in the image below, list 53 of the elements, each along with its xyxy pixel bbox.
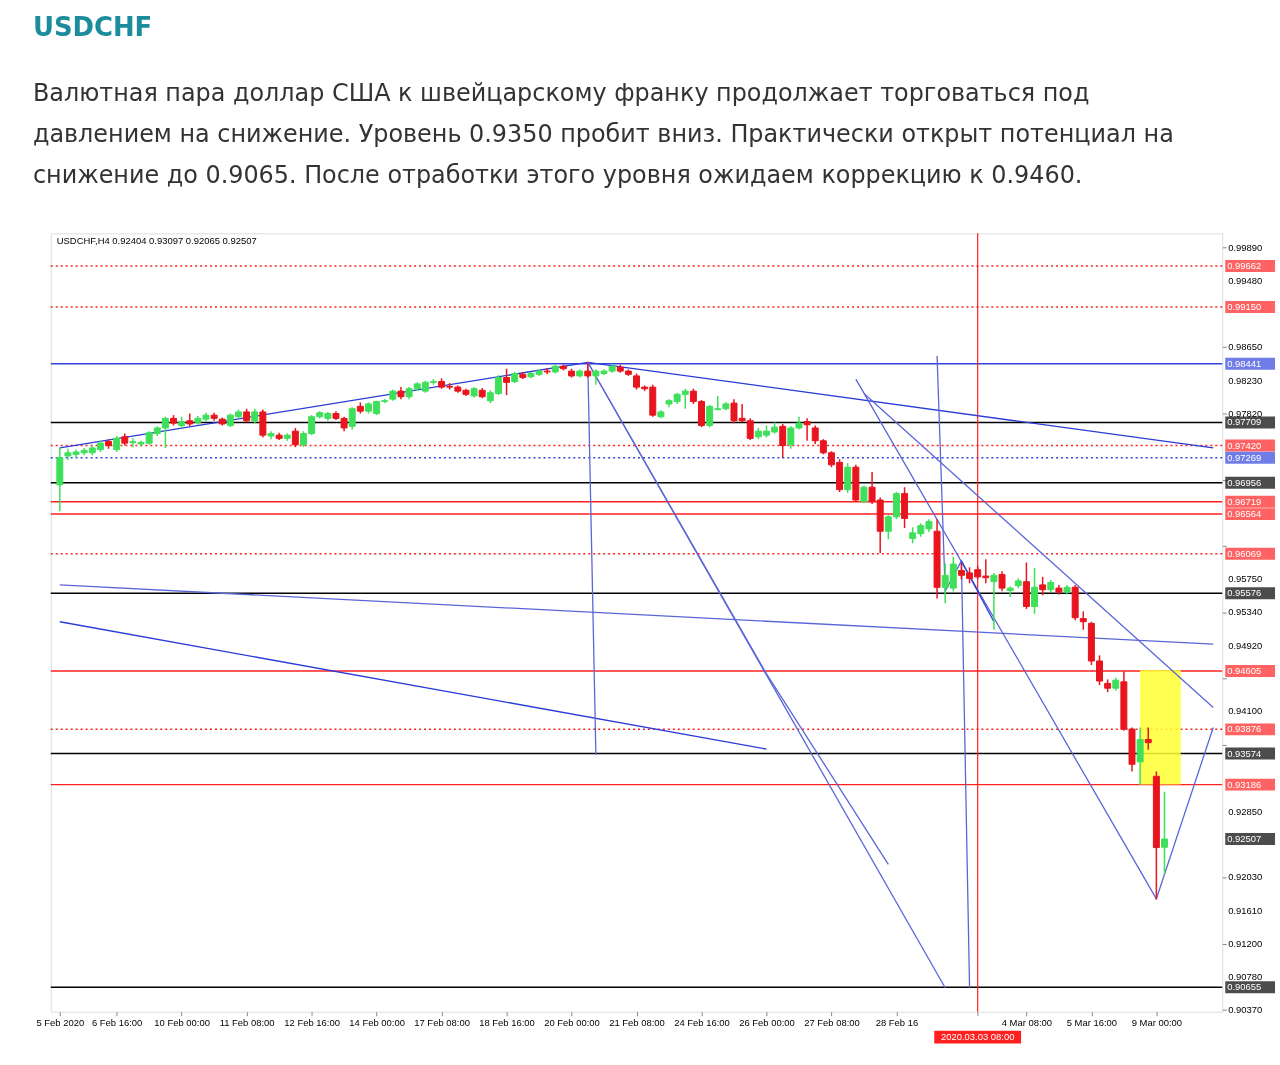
y-tick-label: 0.90780 [1228, 971, 1263, 983]
annotation: USDCHF,H4 0.92404 0.93097 0.92065 0.92507 [56, 235, 257, 247]
ref-line-label: 0.96069 [1227, 547, 1262, 559]
ref-line-label: 0.93876 [1227, 723, 1262, 735]
x-tick-label: 17 Feb 08:00 [414, 1017, 470, 1029]
ref-line-label: 0.94605 [1227, 664, 1262, 676]
x-tick-label: 5 Feb 2020 [36, 1017, 85, 1029]
ref-line-label: 0.97709 [1227, 416, 1262, 428]
y-tick-label: 0.97820 [1228, 407, 1263, 419]
x-tick-label: 20 Feb 00:00 [544, 1017, 600, 1029]
ref-line-label: 0.96719 [1227, 495, 1262, 507]
ref-line-label: 0.97420 [1227, 439, 1262, 451]
y-tick-label: 0.99890 [1228, 241, 1263, 253]
y-tick-label: 0.95340 [1228, 606, 1263, 618]
ref-line-label: 0.95576 [1227, 587, 1262, 599]
ref-line-label: 0.99662 [1227, 260, 1262, 272]
ref-line-label: 0.93574 [1227, 747, 1262, 759]
text: 0.92507 [1227, 832, 1262, 844]
ref-line-label: 0.97269 [1227, 451, 1262, 463]
ref-line-label: 0.96564 [1227, 508, 1262, 520]
ref-line-label: 0.90655 [1227, 981, 1262, 993]
ref-line-label: 0.96956 [1227, 476, 1262, 488]
x-tick-label: 9 Mar 00:00 [1131, 1017, 1183, 1029]
chart-title: USDCHF [32, 11, 153, 42]
ref-line-label: 0.93186 [1227, 778, 1262, 790]
y-tick-label: 0.91200 [1228, 937, 1263, 949]
y-tick-label: 0.90370 [1228, 1004, 1263, 1016]
chart-subtitle: Валютная пара доллар США к швейцарскому франку продолжает торговаться под давлением на снижение. Уровень 0.9350 пробит вниз. Практически открыт потенциал на снижение до 0.9065. После отработки этого уровня ожидаем коррекцию к 0.9460. [32, 79, 1174, 190]
x-tick-label: 12 Feb 16:00 [284, 1017, 340, 1029]
y-tick-label: 0.98650 [1228, 341, 1263, 353]
x-tick-label: 28 Feb 16 [875, 1017, 919, 1029]
y-tick-label: 0.91610 [1228, 904, 1263, 916]
x-tick-label: 11 Feb 08:00 [219, 1017, 275, 1029]
x-tick-label: 2020.03.03 08:00 [940, 1031, 1015, 1043]
ref-line-label: 0.98441 [1227, 357, 1262, 369]
x-tick-label: 18 Feb 16:00 [479, 1017, 535, 1029]
y-tick-label: 0.98230 [1228, 374, 1263, 386]
x-tick-label: 24 Feb 16:00 [674, 1017, 730, 1029]
y-tick-label: 0.92850 [1228, 805, 1263, 817]
x-tick-label: 10 Feb 00:00 [154, 1017, 210, 1029]
x-tick-label: 6 Feb 16:00 [91, 1017, 143, 1029]
x-tick-label: 5 Mar 16:00 [1066, 1017, 1118, 1029]
y-tick-label: 0.92030 [1228, 871, 1263, 883]
y-tick-label: 0.95750 [1228, 573, 1263, 585]
ref-line-label: 0.99150 [1227, 301, 1262, 313]
x-tick-label: 27 Feb 08:00 [804, 1017, 860, 1029]
x-tick-label: 21 Feb 08:00 [609, 1017, 665, 1029]
y-tick-label: 0.99480 [1228, 274, 1263, 286]
y-tick-label: 0.94100 [1228, 705, 1263, 717]
y-tick-label: 0.94920 [1228, 639, 1263, 651]
x-tick-label: 26 Feb 00:00 [739, 1017, 795, 1029]
x-tick-label: 4 Mar 08:00 [1001, 1017, 1053, 1029]
x-tick-label: 14 Feb 00:00 [349, 1017, 405, 1029]
